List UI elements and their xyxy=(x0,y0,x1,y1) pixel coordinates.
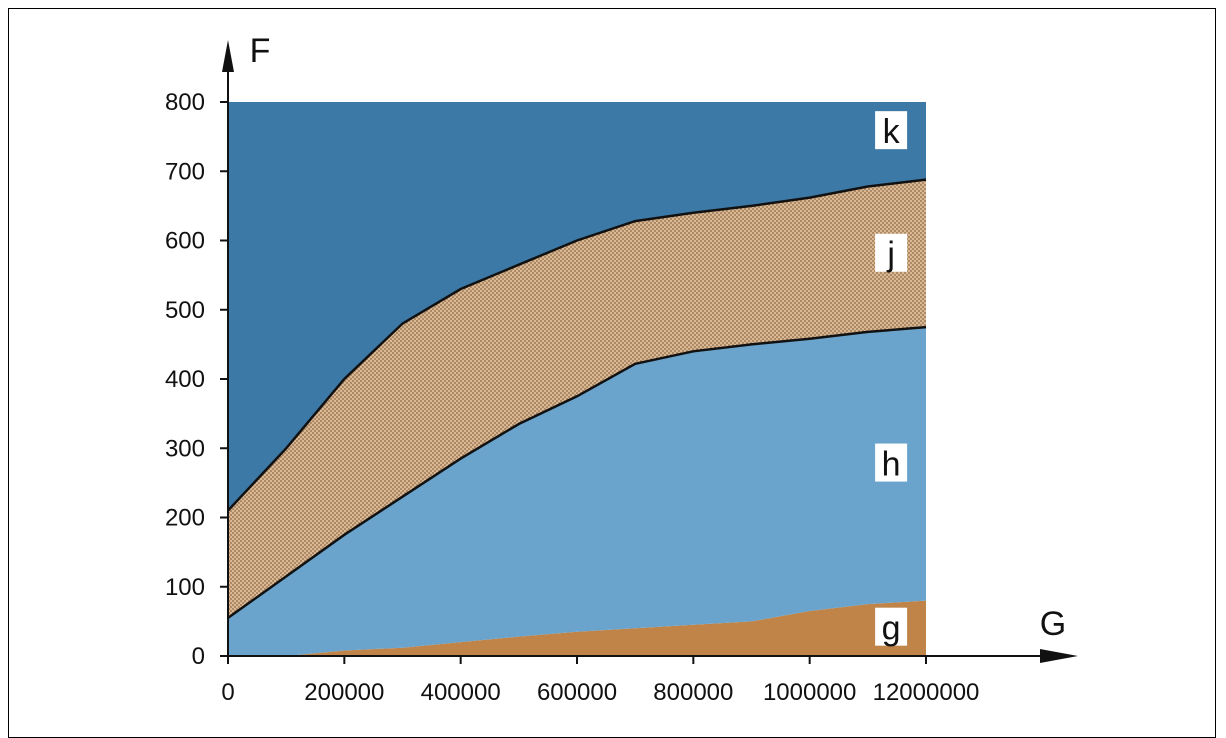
x-tick-label-1000000: 1000000 xyxy=(763,679,856,706)
area-k xyxy=(228,102,926,511)
region-label-k: k xyxy=(883,113,901,151)
x-tick-label-200000: 200000 xyxy=(304,679,384,706)
x-tick-label-0: 0 xyxy=(221,679,234,706)
y-tick-label-400: 400 xyxy=(165,366,205,393)
region-labels: k j h g xyxy=(875,111,908,648)
y-tick-label-800: 800 xyxy=(165,89,205,116)
region-label-g: g xyxy=(882,610,901,648)
x-tick-label-800000: 800000 xyxy=(653,679,733,706)
y-tick-label-200: 200 xyxy=(165,505,205,532)
x-tick-label-400000: 400000 xyxy=(421,679,501,706)
region-label-h: h xyxy=(882,446,901,484)
x-axis-arrow xyxy=(1040,649,1078,663)
area-regions xyxy=(228,102,926,656)
area-h xyxy=(228,327,926,656)
y-axis-arrow xyxy=(222,40,234,72)
region-label-box-h xyxy=(875,443,908,482)
region-label-box-j xyxy=(875,233,908,272)
y-tick-label-300: 300 xyxy=(165,435,205,462)
y-tick-label-500: 500 xyxy=(165,297,205,324)
area-g xyxy=(228,600,926,656)
area-j xyxy=(228,179,926,618)
x-tick-label-600000: 600000 xyxy=(537,679,617,706)
y-tick-label-700: 700 xyxy=(165,158,205,185)
axes: 0 100 200 300 400 500 600 700 800 0 200000 400000 60… xyxy=(165,32,1078,706)
y-tick-label-600: 600 xyxy=(165,228,205,255)
y-axis-title: F xyxy=(250,32,271,70)
y-tick-label-0: 0 xyxy=(192,643,205,670)
x-axis-title: G xyxy=(1040,605,1066,643)
region-label-box-k xyxy=(875,111,908,150)
x-tick-label-1200000: 12000000 xyxy=(873,679,980,706)
boundary-lines xyxy=(227,178,927,619)
boundary-line-h_top xyxy=(227,325,927,619)
boundary-line-j_top xyxy=(227,178,927,512)
region-label-j: j xyxy=(886,236,895,274)
region-label-box-g xyxy=(875,607,908,646)
y-tick-label-100: 100 xyxy=(165,574,205,601)
